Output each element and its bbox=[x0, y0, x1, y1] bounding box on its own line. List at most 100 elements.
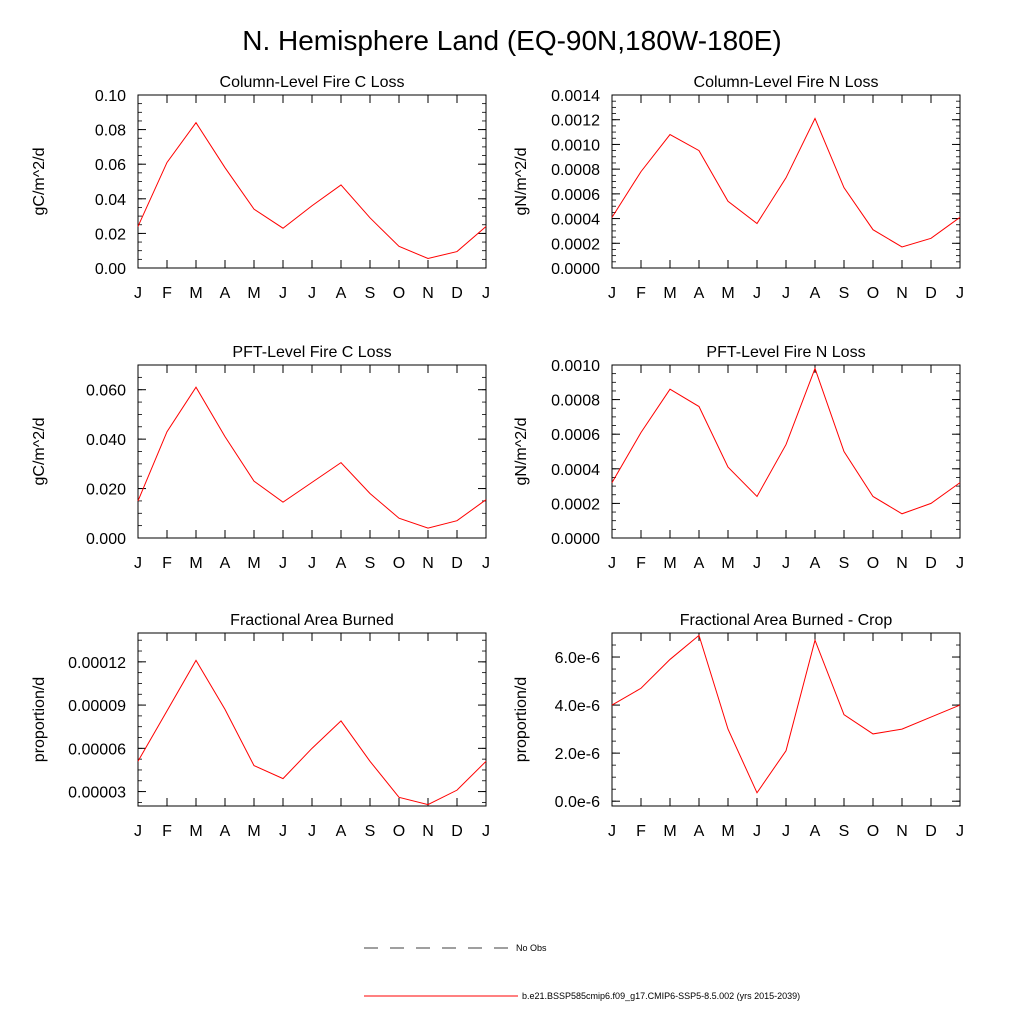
panel-title: Fractional Area Burned - Crop bbox=[680, 612, 893, 629]
x-tick-label: D bbox=[925, 555, 937, 572]
y-tick-label: 0.0004 bbox=[551, 462, 600, 479]
y-tick-label: 0.0002 bbox=[551, 496, 600, 513]
y-tick-label: 0.02 bbox=[95, 226, 126, 243]
x-tick-label: J bbox=[279, 555, 287, 572]
x-tick-label: A bbox=[220, 823, 231, 840]
x-tick-label: N bbox=[422, 285, 434, 302]
x-tick-label: F bbox=[162, 555, 172, 572]
x-tick-label: J bbox=[482, 285, 490, 302]
x-tick-label: M bbox=[721, 555, 734, 572]
y-tick-label: 0.00012 bbox=[68, 655, 126, 672]
x-tick-label: D bbox=[451, 285, 463, 302]
x-tick-label: M bbox=[721, 823, 734, 840]
y-tick-label: 0.00003 bbox=[68, 785, 126, 802]
series-line bbox=[137, 121, 487, 260]
x-tick-label: O bbox=[393, 555, 405, 572]
y-tick-label: 0.0010 bbox=[551, 358, 600, 375]
y-tick-label: 0.0010 bbox=[551, 137, 600, 154]
x-tick-label: N bbox=[896, 285, 908, 302]
y-tick-label: 0.0008 bbox=[551, 393, 600, 410]
legend: No Obs b.e21.BSSP585cmip6.f09_g17.CMIP6-… bbox=[364, 943, 800, 1001]
x-tick-label: M bbox=[247, 285, 260, 302]
series-line bbox=[611, 117, 961, 248]
x-tick-label: J bbox=[956, 823, 964, 840]
y-tick-label: 0.020 bbox=[86, 482, 126, 499]
x-tick-label: A bbox=[810, 555, 821, 572]
x-tick-label: M bbox=[189, 823, 202, 840]
y-tick-label: 0.0004 bbox=[551, 212, 600, 229]
x-tick-label: A bbox=[694, 823, 705, 840]
y-tick-label: 2.0e-6 bbox=[555, 746, 600, 763]
x-tick-label: N bbox=[896, 555, 908, 572]
x-tick-label: M bbox=[663, 823, 676, 840]
x-tick-label: J bbox=[308, 285, 316, 302]
x-tick-label: J bbox=[134, 555, 142, 572]
y-tick-label: 0.0000 bbox=[551, 531, 600, 548]
x-tick-label: M bbox=[663, 285, 676, 302]
series-line bbox=[137, 386, 487, 529]
plot-frame bbox=[611, 94, 961, 269]
y-tick-label: 0.0006 bbox=[551, 427, 600, 444]
panel-title: Fractional Area Burned bbox=[230, 612, 394, 629]
x-tick-label: N bbox=[422, 555, 434, 572]
x-tick-label: M bbox=[721, 285, 734, 302]
x-tick-label: D bbox=[925, 285, 937, 302]
plot-frame bbox=[611, 632, 961, 807]
y-axis-label: gN/m^2/d bbox=[513, 418, 530, 486]
x-tick-label: S bbox=[839, 555, 850, 572]
y-tick-label: 0.08 bbox=[95, 123, 126, 140]
panel-6: Fractional Area Burned - Crop proportion/… bbox=[513, 612, 964, 840]
y-tick-label: 0.00009 bbox=[68, 698, 126, 715]
x-tick-label: S bbox=[839, 823, 850, 840]
y-tick-label: 0.0008 bbox=[551, 162, 600, 179]
y-tick-label: 4.0e-6 bbox=[555, 698, 600, 715]
x-tick-label: M bbox=[247, 823, 260, 840]
series-line bbox=[137, 659, 487, 806]
x-tick-label: M bbox=[663, 555, 676, 572]
x-tick-label: J bbox=[753, 555, 761, 572]
x-tick-label: M bbox=[189, 285, 202, 302]
y-tick-label: 0.040 bbox=[86, 432, 126, 449]
x-tick-label: A bbox=[694, 555, 705, 572]
x-tick-label: A bbox=[336, 285, 347, 302]
x-tick-label: A bbox=[694, 285, 705, 302]
panel-title: Column-Level Fire N Loss bbox=[694, 74, 879, 91]
x-tick-label: J bbox=[956, 285, 964, 302]
y-tick-label: 0.0006 bbox=[551, 187, 600, 204]
x-tick-label: O bbox=[393, 823, 405, 840]
x-tick-label: F bbox=[636, 555, 646, 572]
x-tick-label: J bbox=[308, 555, 316, 572]
legend-model-label: b.e21.BSSP585cmip6.f09_g17.CMIP6-SSP5-8.… bbox=[522, 991, 800, 1001]
x-tick-label: J bbox=[782, 285, 790, 302]
x-tick-label: A bbox=[220, 555, 231, 572]
panel-title: Column-Level Fire C Loss bbox=[220, 74, 405, 91]
x-tick-label: A bbox=[810, 823, 821, 840]
y-axis-label: proportion/d bbox=[31, 677, 48, 762]
panel-title: PFT-Level Fire C Loss bbox=[232, 344, 391, 361]
y-axis-label: gC/m^2/d bbox=[31, 418, 48, 486]
x-tick-label: F bbox=[162, 823, 172, 840]
x-tick-label: J bbox=[279, 285, 287, 302]
plot-frame bbox=[137, 94, 487, 269]
x-tick-label: O bbox=[393, 285, 405, 302]
plot-frame bbox=[137, 364, 487, 539]
x-tick-label: A bbox=[810, 285, 821, 302]
y-tick-label: 0.0012 bbox=[551, 113, 600, 130]
figure-title: N. Hemisphere Land (EQ-90N,180W-180E) bbox=[242, 25, 782, 56]
x-tick-label: J bbox=[782, 823, 790, 840]
x-tick-label: O bbox=[867, 823, 879, 840]
series-line bbox=[611, 367, 961, 515]
x-tick-label: J bbox=[753, 823, 761, 840]
x-tick-label: J bbox=[782, 555, 790, 572]
x-tick-label: F bbox=[162, 285, 172, 302]
x-tick-label: J bbox=[308, 823, 316, 840]
plot-frame bbox=[137, 632, 487, 807]
y-tick-label: 0.04 bbox=[95, 192, 126, 209]
x-tick-label: O bbox=[867, 555, 879, 572]
